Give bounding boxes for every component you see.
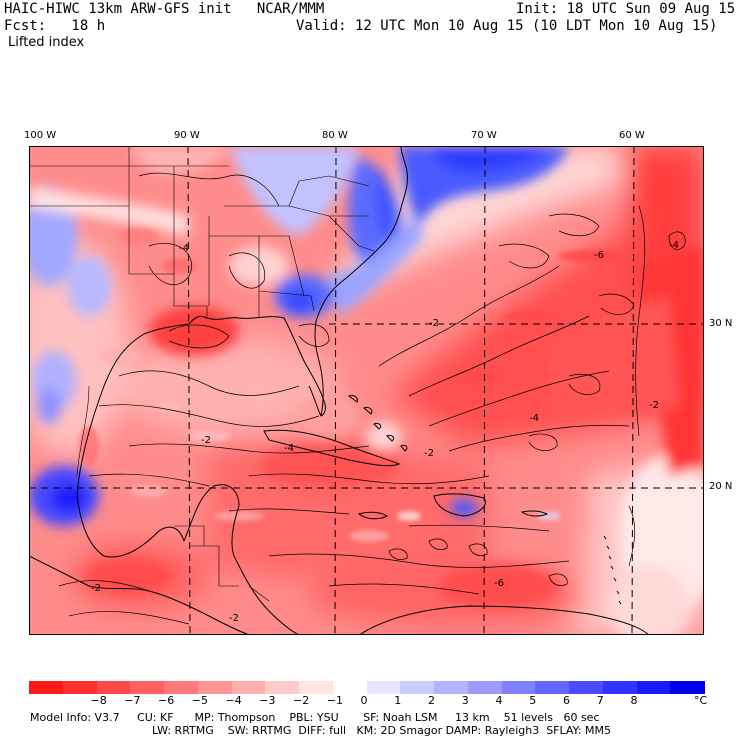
political-boundaries xyxy=(29,146,375,602)
colorbar-swatch xyxy=(164,681,199,694)
south-america-coastline xyxy=(358,605,650,635)
colorbar-swatch xyxy=(29,681,64,694)
colorbar-label: −2 xyxy=(293,694,310,707)
colorbar-swatch xyxy=(535,681,570,694)
colorbar-swatch xyxy=(197,681,232,694)
contour-label: -4 xyxy=(529,413,539,424)
colorbar xyxy=(29,681,705,694)
model-title: HAIC-HIWC 13km ARW-GFS init NCAR/MMM xyxy=(4,1,325,17)
contour-label: -4 xyxy=(284,443,294,454)
forecast-hour: Fcst: 18 h xyxy=(4,18,106,34)
colorbar-swatch xyxy=(434,681,469,694)
colorbar-swatch xyxy=(670,681,705,694)
colorbar-label: °C xyxy=(694,694,708,707)
contour-label: -2 xyxy=(229,613,239,624)
valid-time: Valid: 12 UTC Mon 10 Aug 15 (10 LDT Mon … xyxy=(296,18,718,34)
colorbar-swatch xyxy=(366,681,401,694)
colorbar-swatch xyxy=(332,681,367,694)
colorbar-swatch xyxy=(130,681,165,694)
meridian-90w xyxy=(187,146,191,635)
colorbar-swatch xyxy=(96,681,131,694)
hispaniola-island xyxy=(433,493,486,517)
lon-label-100w: 100 W xyxy=(24,130,57,141)
colorbar-label: 6 xyxy=(563,694,570,707)
cuba-island xyxy=(263,429,401,467)
colorbar-label: −1 xyxy=(326,694,343,707)
jamaica-island xyxy=(357,511,388,520)
contour-label: -6 xyxy=(494,578,504,589)
contour-label: -2 xyxy=(429,318,439,329)
contour-label: -2 xyxy=(424,448,434,459)
colorbar-swatch xyxy=(501,681,536,694)
colorbar-label: 4 xyxy=(495,694,503,707)
contour-label: -4 xyxy=(179,243,189,254)
colorbar-label: 2 xyxy=(428,694,435,707)
colorbar-label: −7 xyxy=(124,694,141,707)
meridian-60w xyxy=(631,146,635,635)
lon-label-90w: 90 W xyxy=(174,130,200,141)
colorbar-swatch xyxy=(467,681,502,694)
colorbar-swatch xyxy=(265,681,300,694)
field-medium-scale xyxy=(29,146,704,635)
colorbar-swatch xyxy=(299,681,334,694)
lon-label-80w: 80 W xyxy=(322,130,348,141)
colorbar-label: −4 xyxy=(225,694,242,707)
model-info-line-2: LW: RRTMG SW: RRTMG DIFF: full KM: 2D Sm… xyxy=(152,724,612,737)
colorbar-swatch xyxy=(400,681,435,694)
colorbar-label: 0 xyxy=(360,694,368,707)
colorbar-label: −5 xyxy=(191,694,208,707)
colorbar-swatch xyxy=(569,681,604,694)
contour-lines xyxy=(58,172,686,625)
contour-label: -4 xyxy=(669,240,679,251)
bahamas-islands xyxy=(347,395,408,452)
colorbar-label: −3 xyxy=(259,694,276,707)
lesser-antilles xyxy=(603,535,622,605)
colorbar-swatch xyxy=(62,681,97,694)
lon-label-60w: 60 W xyxy=(619,130,645,141)
lat-lon-grid xyxy=(29,146,704,635)
model-info-line-1: Model Info: V3.7 CU: KF MP: Thompson PBL… xyxy=(30,711,600,724)
meridian-80w xyxy=(334,146,337,635)
atlantic-coastline xyxy=(314,146,408,417)
colorbar-label: 5 xyxy=(529,694,537,707)
lat-label-30n: 30 N xyxy=(709,318,733,329)
colorbar-label: 3 xyxy=(461,694,469,707)
yucatan-coastline xyxy=(183,484,240,557)
colorbar-label: 7 xyxy=(596,694,604,707)
colorbar-swatch xyxy=(636,681,671,694)
colorbar-label: −8 xyxy=(90,694,107,707)
mexico-coastline xyxy=(76,495,185,558)
contour-label: -2 xyxy=(91,583,101,594)
lifted-index-map: -4 -2 -2 -4 -2 -2 -6 -4 -2 -4 -6 -2 xyxy=(29,146,704,635)
colorbar-swatch xyxy=(602,681,637,694)
meridian-70w xyxy=(483,146,486,635)
contour-label: -6 xyxy=(594,250,604,261)
colorbar-label: 1 xyxy=(394,694,402,707)
init-time: Init: 18 UTC Sun 09 Aug 15 xyxy=(516,1,736,17)
lat-label-20n: 20 N xyxy=(709,481,733,492)
field-name: Lifted index xyxy=(8,35,85,50)
gulf-coastline xyxy=(76,315,326,497)
contour-label: -2 xyxy=(649,400,659,411)
colorbar-label: −6 xyxy=(158,694,175,707)
colorbar-label: 8 xyxy=(630,694,638,707)
contour-label-group: -4 -2 -2 -4 -2 -2 -6 -4 -2 -4 -6 -2 xyxy=(91,240,679,624)
coastlines xyxy=(29,146,650,635)
colorbar-swatch xyxy=(231,681,266,694)
contour-label: -2 xyxy=(201,435,211,446)
puerto-rico-island xyxy=(520,510,549,517)
lon-label-70w: 70 W xyxy=(471,130,497,141)
